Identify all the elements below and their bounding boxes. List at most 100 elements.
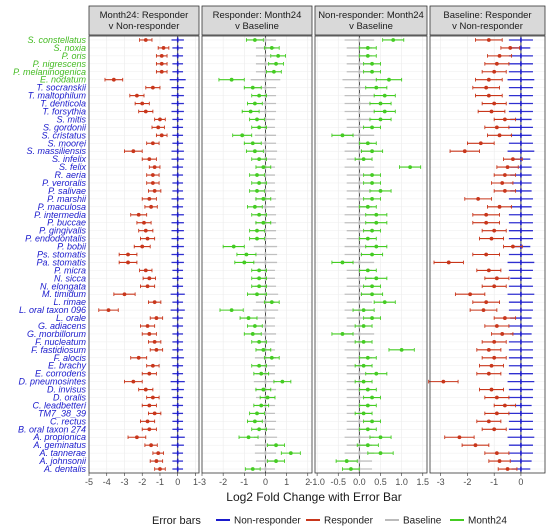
lfc-point [261, 220, 266, 225]
lfc-point [150, 141, 155, 146]
species-label: TM7_38_39 [38, 408, 86, 418]
lfc-point [361, 411, 366, 416]
lfc-point [158, 467, 162, 471]
lfc-point [489, 109, 494, 114]
lfc-point [361, 379, 366, 384]
legend-title: Error bars [152, 515, 201, 527]
lfc-point [446, 260, 451, 265]
x-tick-label: -4 [103, 477, 111, 487]
species-label: A. geminatus [32, 440, 86, 450]
lfc-point [382, 300, 387, 305]
x-axis-label: Log2 Fold Change with Error Bar [226, 490, 401, 504]
lfc-point [126, 260, 130, 265]
lfc-point [502, 189, 507, 193]
x-tick-label: -2 [219, 477, 227, 487]
legend-label-2: Responder [324, 516, 374, 527]
lfc-point [500, 181, 505, 185]
lfc-point [457, 435, 462, 440]
lfc-point [135, 435, 139, 440]
lfc-point [370, 395, 374, 400]
species-label: P. marshii [47, 194, 87, 204]
x-tick-label: -1 [156, 477, 164, 487]
species-label: P. melaninogenica [13, 67, 86, 77]
lfc-point [269, 46, 274, 50]
species-label: G. morbillorum [27, 329, 87, 339]
lfc-point [486, 77, 491, 82]
lfc-point [370, 125, 374, 130]
lfc-point [246, 435, 251, 440]
x-tick-label: 1 [284, 477, 289, 487]
lfc-point [365, 236, 370, 241]
lfc-point [231, 244, 236, 249]
facet-title: Baseline: Responder [443, 10, 531, 21]
lfc-point [145, 236, 150, 241]
lfc-point [462, 149, 467, 154]
species-label: F. nucleatum [35, 337, 86, 347]
lfc-point [126, 252, 130, 257]
lfc-point [370, 69, 374, 74]
lfc-point [152, 340, 157, 344]
x-tick-label: 0 [263, 477, 268, 487]
legend-label-1: Non-responder [234, 516, 301, 527]
lfc-point [143, 228, 148, 233]
lfc-point [511, 244, 515, 249]
lfc-point [274, 459, 278, 463]
lfc-point [361, 363, 366, 368]
lfc-point [340, 133, 345, 138]
x-tick-label: -2 [138, 477, 146, 487]
lfc-point [492, 284, 497, 289]
lfc-point [135, 93, 139, 98]
species-label: S. mitis [56, 114, 86, 124]
x-tick-label: -1 [240, 477, 248, 487]
x-tick-label: -0.5 [330, 477, 346, 487]
lfc-point [280, 379, 285, 384]
lfc-point [252, 38, 257, 42]
species-label: E. nodatum [40, 75, 87, 85]
lfc-point [131, 379, 136, 384]
lfc-point [494, 324, 499, 328]
lfc-point [486, 38, 491, 42]
facet-title: v Non-responder [109, 21, 180, 32]
x-tick-label: 0 [175, 477, 180, 487]
lfc-point [150, 181, 155, 185]
lfc-point [122, 292, 127, 297]
lfc-point [255, 117, 259, 122]
species-label: Pa. stomatis [36, 257, 86, 267]
lfc-point [150, 395, 155, 400]
lfc-point [370, 316, 374, 320]
lfc-point [257, 212, 262, 217]
lfc-point [147, 332, 152, 336]
species-label: P. veroralis [42, 178, 86, 188]
species-label: T. maltophilum [28, 91, 87, 101]
species-label: L. rimae [53, 297, 86, 307]
species-label: L. oral taxon 096 [19, 305, 86, 315]
species-label: T. forsythia [42, 106, 86, 116]
lfc-point [140, 244, 145, 249]
lfc-point [370, 149, 374, 154]
lfc-point [370, 284, 374, 289]
species-label: C. rectus [50, 416, 87, 426]
lfc-point [255, 173, 259, 177]
lfc-point [492, 69, 497, 74]
x-tick-label: -3 [198, 477, 206, 487]
lfc-point [255, 228, 259, 233]
lfc-point [140, 101, 145, 106]
lfc-point [250, 332, 255, 336]
species-label: S. gordonii [43, 122, 87, 132]
lfc-point [502, 117, 507, 122]
lfc-point [494, 125, 499, 130]
facet-title: Non-responder: Month24 [318, 10, 424, 21]
species-label: Ps. stomatis [37, 250, 87, 260]
lfc-point [497, 53, 502, 58]
lfc-point [481, 308, 486, 313]
species-label: P. micra [54, 265, 86, 275]
lfc-point [159, 133, 164, 138]
lfc-point [269, 355, 274, 360]
lfc-point [370, 252, 374, 257]
species-label: C. leadbetteri [32, 400, 87, 410]
x-tick-label: -1 [490, 477, 498, 487]
lfc-point [150, 363, 155, 368]
